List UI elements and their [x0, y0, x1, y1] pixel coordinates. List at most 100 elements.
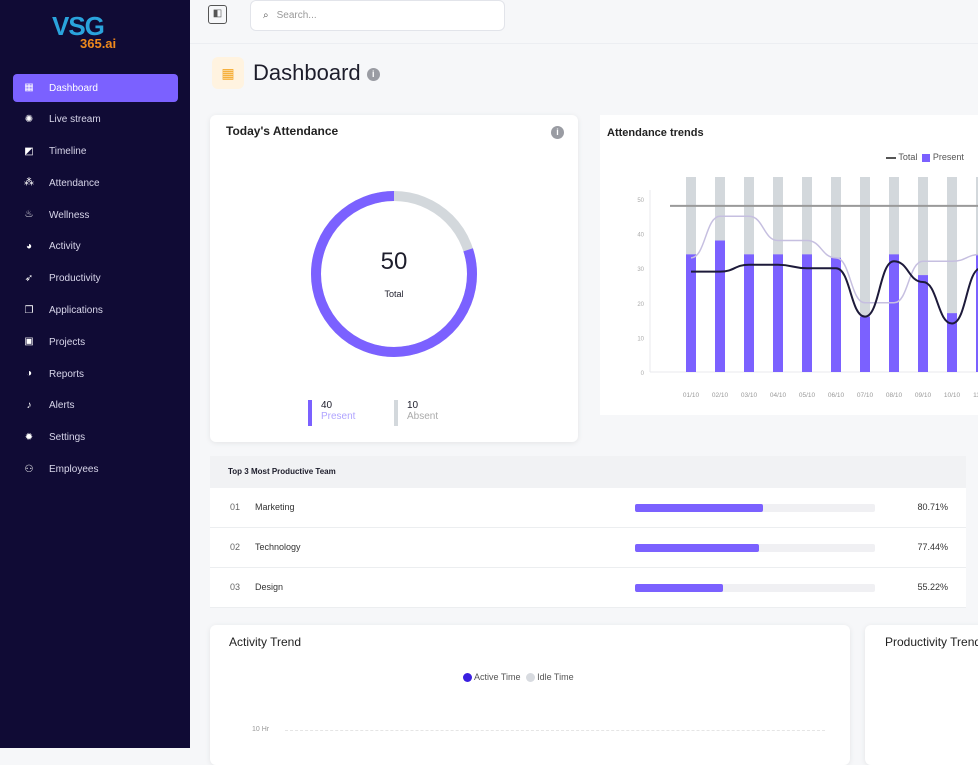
- table-row: 01 Marketing 80.71%: [210, 488, 966, 528]
- attendance-trends: Attendance trends Total Present 0 10 20 30 4…: [600, 115, 978, 415]
- sidebar-item-activity[interactable]: ◕ Activity: [13, 233, 178, 261]
- sidebar-item-reports[interactable]: ◑ Reports: [13, 360, 178, 388]
- sidebar-item-wellness[interactable]: ♨ Wellness: [13, 201, 178, 229]
- attendance-card: Today's Attendance i 50 Total 40 Present…: [210, 115, 578, 442]
- present-bar: [715, 240, 725, 372]
- x-tick-label: 08/10: [886, 392, 903, 399]
- present-bar: [744, 254, 754, 372]
- progress-fill: [635, 584, 723, 592]
- y-tick-label: 30: [637, 267, 644, 273]
- capacity-bar: [860, 177, 870, 372]
- team-name: Design: [255, 582, 284, 592]
- table-row: 03 Design 55.22%: [210, 568, 966, 608]
- sidebar-item-productivity[interactable]: ➶ Productivity: [13, 265, 178, 293]
- grid-icon: ▦: [24, 82, 34, 93]
- attendance-chart: 0 10 20 30 40 50 01/10 02/10 03/10 04/10 05/10 06/1…: [637, 177, 978, 399]
- info-icon[interactable]: i: [366, 67, 380, 81]
- table-row: 02 Technology 77.44%: [210, 528, 966, 568]
- logo: VSG 365.ai: [52, 11, 117, 51]
- y-tick-label: 40: [637, 233, 644, 239]
- present-bar: [831, 257, 841, 372]
- x-tick-label: 04/10: [770, 392, 787, 399]
- team-percent: 80.71%: [917, 502, 948, 512]
- sidebar-item-dashboard[interactable]: ▦ Dashboard: [13, 74, 178, 102]
- sidebar-item-live-stream[interactable]: ✺ Live stream: [13, 106, 178, 134]
- sidebar-nav: ▦ Dashboard ✺ Live stream ◩ Timeline ⁂ Attendan…: [13, 74, 178, 487]
- sidebar-item-label: Timeline: [49, 146, 87, 158]
- timeline-icon: ◩: [24, 145, 34, 157]
- briefcase-icon: ▣: [24, 336, 34, 348]
- sidebar-item-label: Dashboard: [49, 82, 98, 94]
- sidebar-item-settings[interactable]: ✹ Settings: [13, 424, 178, 452]
- sidebar-item-label: Activity: [49, 241, 81, 253]
- x-tick-label: 03/10: [741, 392, 758, 399]
- y-tick-label: 50: [637, 198, 644, 204]
- dashboard-icon: ▦: [212, 57, 244, 89]
- x-tick-label: 05/10: [799, 392, 816, 399]
- idle-dot-icon: [525, 673, 535, 683]
- present-bar: [802, 254, 812, 372]
- sidebar-item-label: Applications: [49, 305, 103, 317]
- team-percent: 77.44%: [917, 542, 948, 552]
- sidebar-item-employees[interactable]: ⚇ Employees: [13, 456, 178, 484]
- progress-bar: [635, 504, 875, 512]
- top-teams-table: Top 3 Most Productive Team 01 Marketing 80…: [210, 456, 966, 608]
- y-tick-label: 0: [641, 371, 645, 377]
- bell-icon: ♪: [26, 399, 32, 411]
- sidebar-item-label: Attendance: [49, 177, 100, 189]
- progress-bar: [635, 584, 875, 592]
- y-tick-label: 10: [637, 336, 644, 342]
- search-input[interactable]: ⌕ Search...: [250, 0, 505, 31]
- y-tick-label: 20: [637, 302, 644, 308]
- x-tick-label: 06/10: [828, 392, 845, 399]
- team-percent: 55.22%: [917, 582, 948, 592]
- applications-icon: ❐: [24, 304, 34, 316]
- trend-a-line: [690, 215, 978, 304]
- rank: 01: [230, 502, 241, 512]
- sidebar-item-alerts[interactable]: ♪ Alerts: [13, 392, 178, 420]
- progress-bar: [635, 544, 875, 552]
- present-bar: [860, 316, 870, 372]
- legend-absent: 10 Absent: [394, 400, 438, 426]
- x-tick-label: 07/10: [857, 392, 874, 399]
- x-tick-label: 10/10: [944, 392, 961, 399]
- active-dot-icon: [463, 673, 472, 683]
- attendance-icon: ⁂: [24, 177, 34, 189]
- present-bar: [773, 254, 783, 372]
- x-tick-label: 01/10: [683, 392, 700, 399]
- progress-fill: [635, 504, 764, 512]
- progress-fill: [635, 544, 759, 552]
- legend-present: 40 Present: [308, 400, 355, 426]
- sidebar-item-label: Reports: [49, 368, 85, 380]
- sidebar-item-timeline[interactable]: ◩ Timeline: [13, 138, 178, 166]
- info-icon[interactable]: i: [551, 126, 564, 139]
- trend-b-line: [691, 260, 978, 325]
- team-name: Technology: [255, 542, 301, 552]
- donut-present-arc: [311, 191, 477, 357]
- sidebar-item-projects[interactable]: ▣ Projects: [13, 328, 178, 356]
- sidebar-item-label: Employees: [49, 464, 99, 476]
- live-icon: ✺: [24, 113, 34, 125]
- present-bar: [947, 313, 957, 372]
- sidebar-item-attendance[interactable]: ⁂ Attendance: [13, 169, 178, 197]
- x-tick-label: 02/10: [712, 392, 729, 399]
- reports-icon: ◑: [25, 368, 33, 380]
- search-icon: ⌕: [263, 10, 269, 21]
- capacity-bar: [918, 177, 928, 372]
- wellness-icon: ♨: [24, 209, 34, 221]
- sidebar-item-applications[interactable]: ❐ Applications: [13, 297, 178, 325]
- team-name: Marketing: [255, 502, 295, 512]
- employees-icon: ⚇: [24, 463, 34, 475]
- rank: 03: [230, 582, 241, 592]
- gear-icon: ✹: [24, 431, 34, 443]
- present-bar: [889, 254, 899, 372]
- sidebar-item-label: Settings: [49, 432, 86, 444]
- activity-trend-card: Activity Trend Active Time Idle Time 10 …: [210, 625, 850, 765]
- chart-legend: Total Present: [886, 152, 964, 162]
- x-tick-label: 09/10: [915, 392, 932, 399]
- sidebar: VSG 365.ai ▦ Dashboard ✺ Live stream ◩ Timeli…: [0, 0, 190, 748]
- sidebar-item-label: Alerts: [49, 400, 75, 412]
- page-title: Dashboard i: [253, 60, 380, 86]
- sidebar-toggle-icon[interactable]: ◧: [208, 5, 227, 24]
- sidebar-item-label: Productivity: [49, 273, 101, 285]
